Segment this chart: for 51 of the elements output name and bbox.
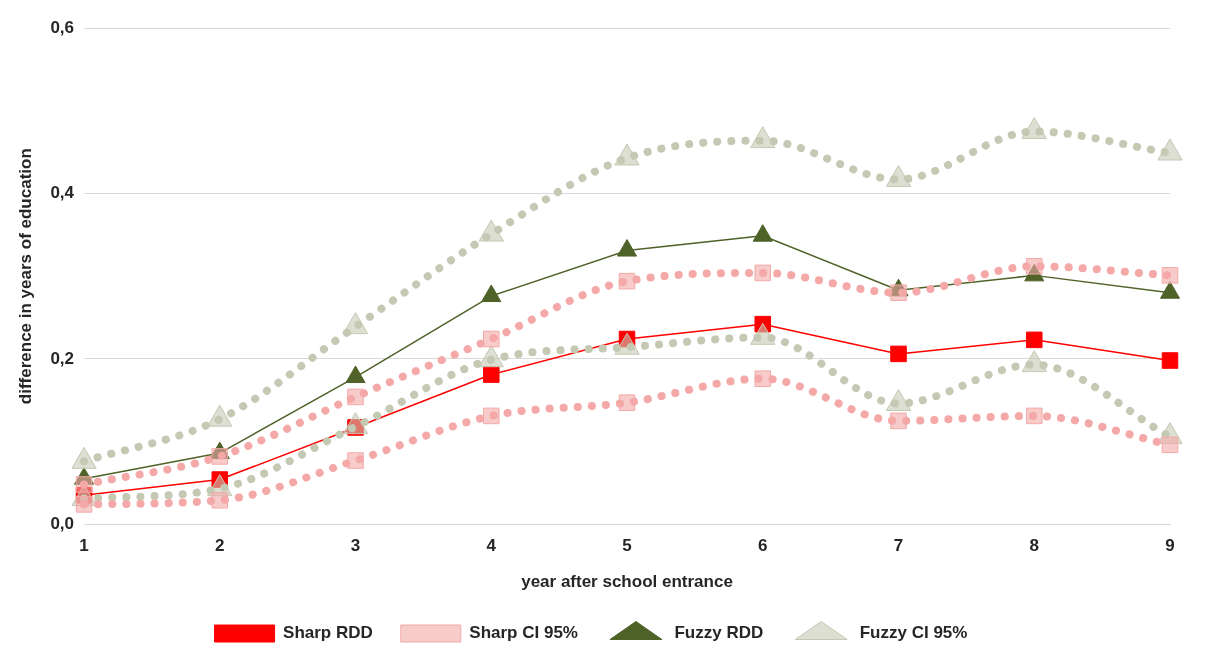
- point: [478, 219, 504, 242]
- point: [616, 239, 638, 257]
- point: [1025, 407, 1043, 425]
- point: [347, 452, 364, 469]
- x-axis-title: year after school entrance: [521, 572, 733, 592]
- point: [482, 366, 500, 383]
- point: [211, 448, 229, 465]
- x-tick-label: 4: [486, 536, 497, 556]
- point: [614, 143, 640, 166]
- y-tick-label: 0,0: [50, 513, 75, 533]
- legend-label: Sharp CI 95%: [469, 623, 578, 643]
- y-tick-label: 0,2: [50, 348, 75, 368]
- x-tick-label: 7: [893, 536, 904, 556]
- point: [1161, 436, 1179, 454]
- point: [1159, 281, 1181, 299]
- point: [347, 388, 364, 406]
- y-tick-label: 0,4: [50, 183, 75, 203]
- point: [890, 345, 907, 363]
- point: [1025, 331, 1043, 349]
- point: [752, 224, 773, 242]
- point: [1161, 352, 1179, 369]
- point: [482, 407, 500, 425]
- x-tick-label: 6: [758, 536, 768, 556]
- legend-label: Fuzzy CI 95%: [859, 623, 968, 643]
- point: [75, 496, 93, 513]
- y-tick-label: 0,6: [50, 17, 75, 37]
- point: [754, 370, 772, 387]
- x-tick-label: 5: [622, 536, 632, 556]
- legend-label: Fuzzy RDD: [674, 623, 764, 643]
- y-axis-title: difference in years of education: [15, 148, 35, 405]
- point: [481, 284, 502, 303]
- point: [1024, 263, 1045, 282]
- point: [211, 491, 229, 509]
- point: [618, 394, 636, 411]
- legend-label: Sharp RDD: [283, 623, 373, 643]
- point: [750, 126, 776, 149]
- point: [1157, 138, 1183, 161]
- point: [618, 272, 636, 290]
- x-tick-label: 8: [1029, 536, 1039, 556]
- x-tick-label: 3: [350, 536, 361, 556]
- point: [754, 315, 772, 333]
- point: [890, 412, 907, 430]
- point: [75, 476, 93, 493]
- point: [885, 164, 912, 187]
- point: [345, 365, 366, 384]
- point: [342, 312, 369, 335]
- point: [1021, 117, 1047, 140]
- point: [482, 330, 500, 348]
- x-tick-label: 1: [79, 536, 89, 556]
- x-tick-label: 2: [215, 536, 225, 556]
- x-tick-label: 9: [1165, 536, 1175, 556]
